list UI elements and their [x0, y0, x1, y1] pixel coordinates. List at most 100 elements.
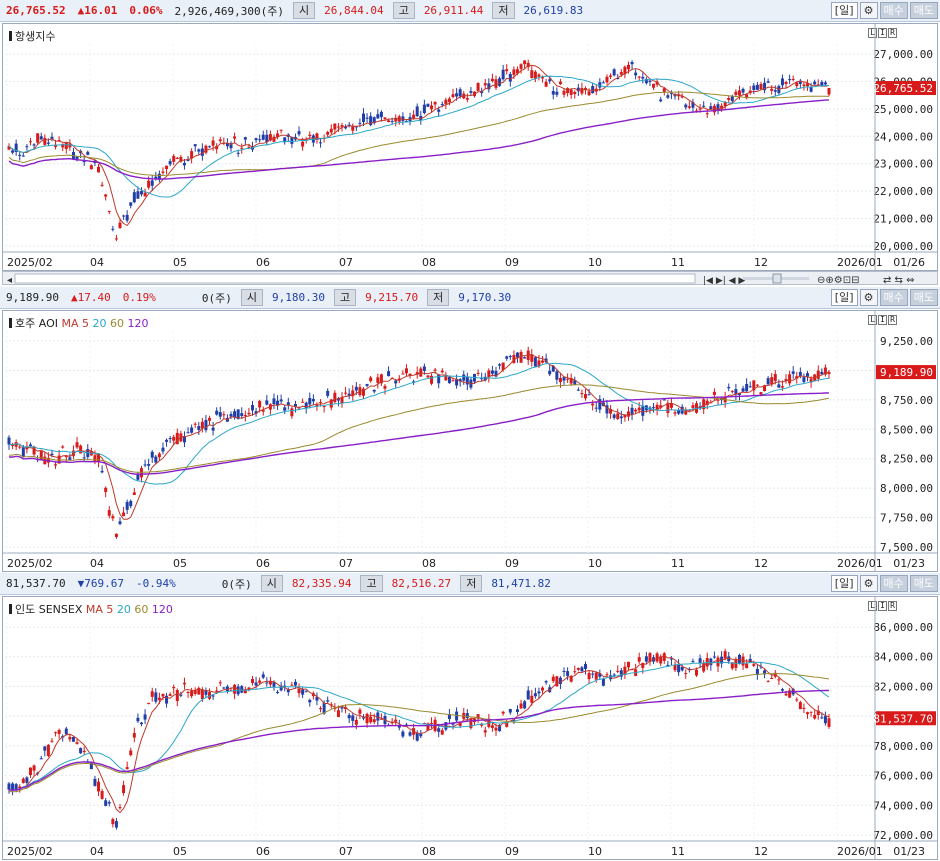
candle-body — [541, 77, 545, 79]
candle-body — [680, 666, 684, 671]
gear-icon[interactable]: ⚙ — [859, 289, 878, 306]
candle-body — [290, 684, 294, 686]
candle-body — [655, 404, 659, 411]
x-tick-label: 2026/01 — [837, 845, 883, 858]
candle-body — [763, 385, 767, 391]
candle-body — [229, 413, 233, 417]
candle-body — [702, 105, 706, 107]
candle-body — [594, 407, 598, 409]
zoom-in-icon[interactable]: ⇄ ⇆ ⇔ — [883, 275, 915, 286]
candle-body — [82, 457, 86, 459]
low-label: 저 — [492, 2, 515, 19]
candle-body — [118, 222, 122, 228]
y-tick-label: 23,000.00 — [873, 158, 933, 171]
candle-body — [712, 105, 716, 113]
x-tick-label: 06 — [256, 557, 270, 570]
zoom-out-icon[interactable]: ⊖⊕⚙⊡⊟ — [817, 275, 859, 286]
period-button[interactable]: [일] — [830, 575, 858, 592]
high-value: 26,911.44 — [423, 4, 484, 17]
candle-body — [723, 101, 727, 107]
candle-body — [498, 724, 502, 732]
candle-body — [276, 400, 280, 406]
candle-body — [483, 83, 487, 86]
candle-body — [276, 133, 280, 137]
sell-button[interactable]: 매도 — [909, 575, 938, 592]
candle-body — [791, 371, 795, 374]
y-tick-label: 25,000.00 — [873, 103, 933, 116]
candle-body — [430, 375, 434, 384]
chart-scrollbar[interactable]: ◂ |◀ ▶| ◀ ▶ ⊖⊕⚙⊡⊟ ⇄ ⇆ ⇔ — [2, 271, 938, 286]
candle-body — [168, 161, 172, 165]
candle-body — [648, 80, 652, 82]
candle-body — [569, 377, 573, 384]
candle-body — [211, 695, 215, 697]
candle-body — [526, 350, 530, 361]
period-button[interactable]: [일] — [830, 2, 858, 19]
candle-body — [426, 723, 430, 731]
candle-body — [175, 157, 179, 159]
buy-button[interactable]: 매수 — [879, 575, 908, 592]
candle-body — [712, 656, 716, 658]
y-tick-label: 22,000.00 — [873, 185, 933, 198]
candle-body — [501, 69, 505, 80]
y-tick-label: 21,000.00 — [873, 213, 933, 226]
scroll-left-icon[interactable]: ◂ — [7, 275, 12, 286]
sell-button[interactable]: 매도 — [909, 2, 938, 19]
candle-chart[interactable]: 호주 AOI MA 5 20 60 120 LIR 9,250.009,000.… — [2, 310, 938, 572]
candle-body — [480, 724, 484, 726]
candle-body — [745, 383, 749, 392]
candle-body — [125, 767, 129, 770]
candle-body — [498, 78, 502, 86]
candle-body — [677, 95, 681, 97]
scroll-right-icon[interactable]: |◀ ▶| ◀ ▶ — [703, 276, 745, 286]
candle-body — [533, 693, 537, 697]
sell-button[interactable]: 매도 — [909, 289, 938, 306]
candle-body — [705, 113, 709, 115]
x-tick-label: 09 — [505, 256, 519, 269]
candle-body — [154, 176, 158, 180]
buy-button[interactable]: 매수 — [879, 289, 908, 306]
gear-icon[interactable]: ⚙ — [859, 2, 878, 19]
candle-body — [666, 402, 670, 413]
candle-body — [172, 155, 176, 162]
candle-body — [125, 501, 129, 510]
buy-button[interactable]: 매수 — [879, 2, 908, 19]
candle-body — [806, 712, 810, 715]
x-tick-label: 11 — [671, 256, 685, 269]
gear-icon[interactable]: ⚙ — [859, 575, 878, 592]
candle-body — [186, 432, 190, 434]
candle-body — [798, 371, 802, 377]
candle-body — [487, 370, 491, 378]
candle-body — [293, 403, 297, 408]
candle-body — [419, 733, 423, 737]
x-tick-label: 12 — [754, 557, 768, 570]
last-price: 81,537.70 — [6, 577, 66, 590]
candle-body — [630, 407, 634, 415]
candle-body — [626, 64, 630, 70]
candle-body — [705, 400, 709, 405]
candle-body — [569, 675, 573, 682]
candle-body — [229, 143, 233, 149]
candle-body — [773, 374, 777, 381]
candle-body — [533, 357, 537, 367]
candle-body — [204, 419, 208, 431]
candle-body — [394, 117, 398, 122]
candle-body — [14, 442, 18, 447]
candle-body — [147, 702, 151, 704]
candle-body — [558, 677, 562, 685]
period-button[interactable]: [일] — [830, 289, 858, 306]
candle-body — [218, 412, 222, 417]
x-tick-label: 12 — [754, 256, 768, 269]
panel-controls: [일] ⚙ 매수 매도 — [830, 575, 938, 592]
candle-body — [297, 688, 301, 694]
candle-chart[interactable]: 항생지수 LIR 27,000.0026,000.0025,000.0024,0… — [2, 23, 938, 271]
candle-body — [408, 732, 412, 736]
candle-body — [447, 376, 451, 384]
candle-body — [50, 136, 54, 140]
ma-line — [8, 91, 830, 177]
candle-body — [813, 81, 817, 85]
